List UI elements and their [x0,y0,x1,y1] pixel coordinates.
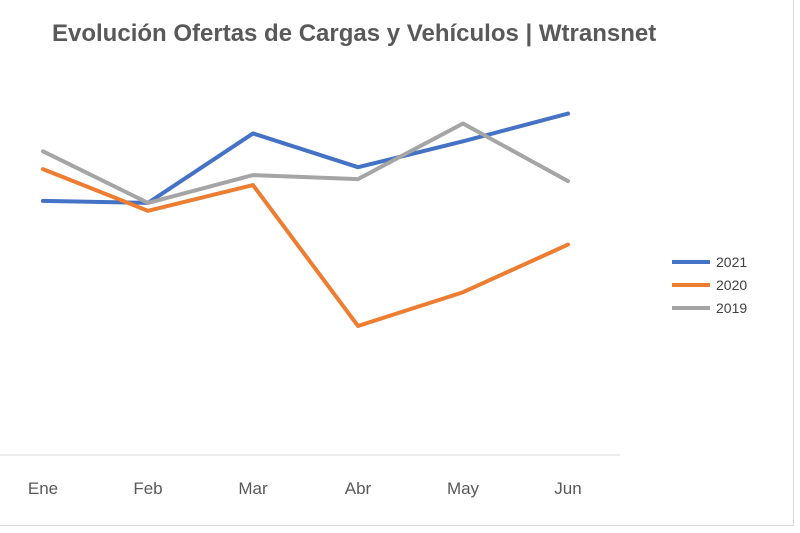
chart-title: Evolución Ofertas de Cargas y Vehículos … [52,20,657,47]
legend-label-2021: 2021 [716,254,747,270]
legend-label-2019: 2019 [716,300,747,316]
legend-label-2020: 2020 [716,277,747,293]
x-tick-labels: Ene Feb Mar Abr May Jun [28,479,582,498]
x-tick-label: Abr [345,479,372,498]
chart-frame: Evolución Ofertas de Cargas y Vehículos … [0,0,794,526]
x-tick-label: May [447,479,480,498]
x-tick-label: Feb [133,479,162,498]
series-line-2020 [41,167,570,328]
legend: 2021 2020 2019 [672,254,747,316]
x-tick-label: Ene [28,479,58,498]
series-line-2019 [41,121,570,205]
x-tick-label: Jun [554,479,581,498]
x-tick-label: Mar [238,479,268,498]
series-layer [41,111,570,328]
line-chart: Ene Feb Mar Abr May Jun 2021 2020 2019 [0,111,747,498]
